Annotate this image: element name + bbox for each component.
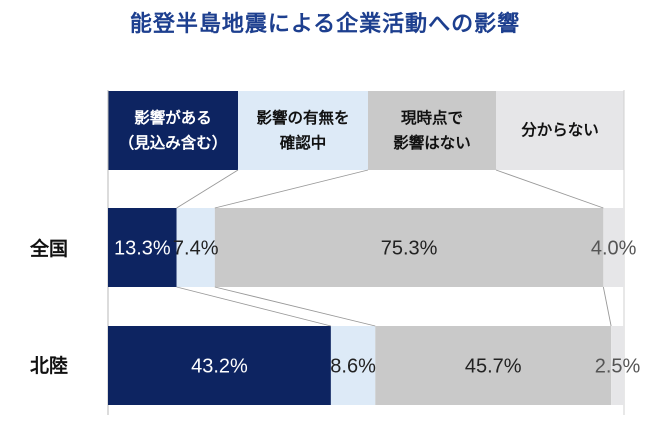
data-label: 75.3% [381, 238, 438, 260]
connector-line [214, 169, 369, 209]
connector-line [602, 286, 612, 327]
data-label: 2.5% [595, 356, 641, 378]
category-label-hokuriku: 北陸 [30, 355, 69, 377]
category-label-nationwide: 全国 [30, 238, 69, 260]
legend-entry-no-impact: 現時点で 影響はない [368, 91, 496, 170]
legend-entry-checking: 影響の有無を 確認中 [238, 91, 368, 170]
bar-segment [330, 326, 376, 405]
data-label: 13.3% [114, 238, 171, 260]
data-label: 8.6% [330, 356, 376, 378]
connector-line [176, 169, 239, 209]
bar-segment [611, 326, 624, 405]
connector-line [214, 286, 376, 327]
data-label: 7.4% [173, 238, 219, 260]
data-label: 43.2% [191, 356, 248, 378]
bar-segment [375, 326, 612, 405]
chart-title: 能登半島地震による企業活動への影響 [129, 12, 521, 37]
connector-line [495, 169, 604, 209]
legend-entry-unknown: 分からない [496, 91, 624, 170]
bar-segment [108, 326, 331, 405]
bar-segment [108, 208, 177, 287]
bar-segment [603, 208, 624, 287]
bar-segment [176, 208, 215, 287]
data-label: 45.7% [465, 356, 522, 378]
connector-line [176, 286, 332, 327]
bar-segment [214, 208, 604, 287]
data-label: 4.0% [591, 238, 637, 260]
legend-entry-affected: 影響がある （見込み含む） [108, 91, 238, 170]
